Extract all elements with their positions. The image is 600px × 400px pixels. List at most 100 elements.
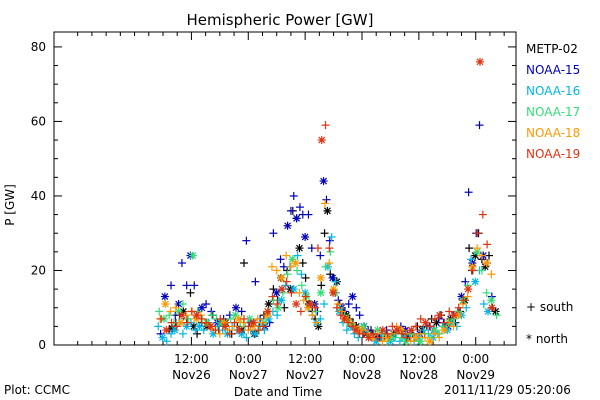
data-point	[308, 311, 317, 320]
data-point	[316, 288, 325, 297]
data-point	[264, 300, 273, 309]
data-point	[291, 259, 300, 268]
data-point	[435, 333, 444, 342]
data-point	[160, 292, 169, 301]
data-point	[340, 314, 349, 323]
data-point	[191, 326, 200, 335]
data-point	[176, 318, 185, 327]
data-point	[277, 285, 286, 294]
y-tick-label: 20	[31, 263, 46, 277]
legend-item-noaa-16: NOAA-16	[526, 84, 581, 98]
data-point	[459, 296, 468, 305]
data-point	[320, 229, 329, 238]
data-point	[230, 318, 239, 327]
data-point	[471, 277, 480, 286]
x-axis: 12:00 Nov26 0:00 Nov27 12:00 Nov27 0:00 Nov28 12…	[77, 32, 505, 382]
data-point	[183, 318, 192, 327]
data-point	[202, 318, 211, 327]
data-point	[182, 281, 191, 290]
data-point	[463, 292, 472, 301]
data-point	[282, 251, 291, 260]
legend-item-noaa-15: NOAA-15	[526, 63, 581, 77]
data-point	[416, 329, 425, 338]
data-point	[188, 251, 197, 260]
data-point	[297, 281, 306, 290]
data-point	[325, 236, 334, 245]
data-point	[317, 136, 326, 145]
data-point	[231, 311, 240, 320]
data-point	[374, 333, 383, 342]
data-point	[301, 273, 310, 282]
data-point	[281, 281, 290, 290]
data-point	[348, 292, 357, 301]
data-point	[187, 307, 196, 316]
data-point	[244, 322, 253, 331]
data-point	[299, 296, 308, 305]
data-point	[430, 314, 439, 323]
data-point	[167, 281, 176, 290]
data-point	[254, 326, 263, 335]
data-point	[269, 229, 278, 238]
data-point	[298, 259, 307, 268]
data-point	[172, 322, 181, 331]
x-tick-date: Nov28	[343, 368, 382, 382]
data-point	[331, 277, 340, 286]
x-tick-time: 0:00	[349, 352, 376, 366]
data-point	[202, 300, 211, 309]
data-point	[295, 288, 304, 297]
legend-item-noaa-18: NOAA-18	[526, 126, 581, 140]
x-tick-time: 12:00	[288, 352, 323, 366]
data-point	[306, 300, 315, 309]
x-tick-date: Nov28	[400, 368, 439, 382]
legend-item-noaa-17: NOAA-17	[526, 105, 581, 119]
data-point	[354, 333, 363, 342]
data-point	[267, 262, 276, 271]
data-point	[277, 273, 286, 282]
data-point	[369, 329, 378, 338]
data-point	[388, 322, 397, 331]
data-point	[283, 221, 292, 230]
data-point	[289, 191, 298, 200]
data-point	[195, 322, 204, 331]
data-point	[344, 300, 353, 309]
data-point	[464, 285, 473, 294]
data-point	[319, 177, 328, 186]
data-point	[419, 326, 428, 335]
data-point	[313, 244, 322, 253]
data-point	[325, 259, 334, 268]
data-point	[162, 337, 171, 346]
data-point	[178, 329, 187, 338]
y-tick-label: 80	[31, 40, 46, 54]
data-point	[421, 333, 430, 342]
data-point	[301, 232, 310, 241]
plot-frame	[53, 31, 517, 346]
data-point	[352, 303, 361, 312]
data-point	[321, 262, 330, 271]
legend-south: + south	[526, 300, 573, 314]
data-point	[297, 270, 306, 279]
data-point	[274, 303, 283, 312]
x-tick-time: 12:00	[174, 352, 209, 366]
data-point	[157, 314, 166, 323]
data-point	[316, 251, 325, 260]
data-point	[473, 229, 482, 238]
data-point	[184, 314, 193, 323]
data-point	[240, 314, 249, 323]
x-tick-time: 12:00	[402, 352, 437, 366]
data-points	[154, 57, 501, 346]
data-point	[155, 307, 164, 316]
data-point	[158, 333, 167, 342]
data-point	[464, 188, 473, 197]
data-point	[344, 318, 353, 327]
data-point	[221, 322, 230, 331]
data-point	[462, 303, 471, 312]
data-point	[216, 314, 225, 323]
data-point	[177, 259, 186, 268]
data-point	[326, 247, 335, 256]
data-point	[338, 307, 347, 316]
data-point	[240, 259, 249, 268]
north-label: north	[535, 332, 569, 346]
data-point	[468, 266, 477, 275]
data-point	[273, 300, 282, 309]
legend-north: * north	[526, 332, 568, 346]
